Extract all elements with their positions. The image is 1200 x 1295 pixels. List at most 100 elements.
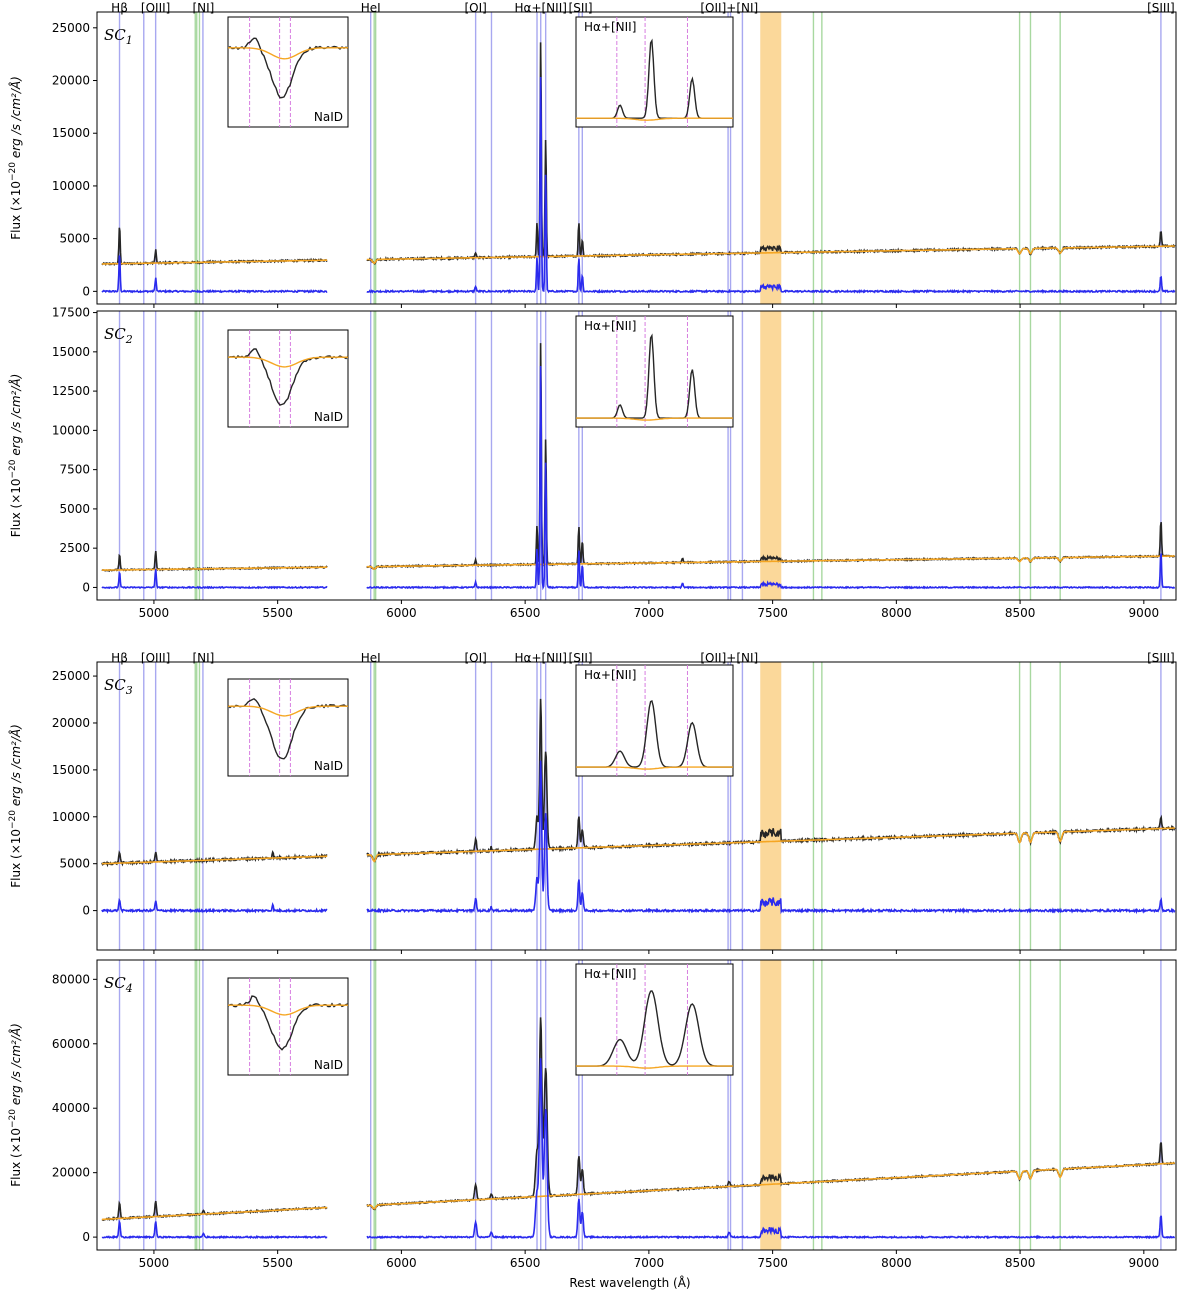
inset-halpha: Hα+[NII] — [575, 16, 734, 128]
residual-spectrum-1 — [366, 760, 1176, 915]
inset-halpha: Hα+[NII] — [575, 315, 734, 428]
inset-halpha-label: Hα+[NII] — [584, 319, 636, 333]
x-tick-label-4: 7000 — [634, 1256, 665, 1270]
inset-naid-model — [228, 1004, 348, 1016]
panel-label: SC2 — [104, 325, 133, 346]
y-tick-label-0: 0 — [82, 1230, 90, 1244]
panel-label: SC3 — [104, 676, 133, 697]
x-tick-label-5: 7500 — [757, 606, 788, 620]
y-tick-label-5: 12500 — [52, 384, 90, 398]
plot-frame — [96, 959, 1177, 1251]
inset-naid: NaID — [227, 678, 349, 777]
model-spectrum-1 — [366, 827, 1175, 863]
residual-spectrum-1 — [366, 365, 1176, 591]
y-axis-label-0: Flux (×10−20 erg /s /cm²/Å) — [8, 76, 23, 240]
masked-band — [760, 960, 782, 1250]
y-tick-label-6: 15000 — [52, 345, 90, 359]
masked-band — [760, 311, 782, 600]
residual-spectrum-1 — [366, 1058, 1176, 1240]
inset-naid: NaID — [227, 977, 349, 1076]
x-tick-label-7: 8500 — [1005, 606, 1036, 620]
model-spectrum-0 — [101, 855, 328, 865]
y-tick-label-2: 10000 — [52, 810, 90, 824]
residual-spectrum-0 — [101, 569, 328, 590]
inset-halpha-frame — [575, 963, 734, 1076]
y-tick-label-7: 17500 — [52, 306, 90, 320]
y-tick-label-3: 60000 — [52, 1037, 90, 1051]
y-tick-label-1: 5000 — [59, 232, 90, 246]
y-tick-label-5: 25000 — [52, 21, 90, 35]
line-label-0-7: [OII]+[NI] — [700, 1, 758, 15]
inset-naid-frame — [227, 16, 349, 128]
y-axis-label-1: Flux (×10−20 erg /s /cm²/Å) — [8, 374, 23, 538]
y-tick-label-2: 40000 — [52, 1101, 90, 1115]
masked-band — [760, 12, 782, 304]
y-tick-label-4: 10000 — [52, 423, 90, 437]
inset-halpha: Hα+[NII] — [575, 963, 734, 1076]
y-tick-label-3: 15000 — [52, 126, 90, 140]
model-spectrum-0 — [101, 259, 328, 265]
y-tick-label-2: 5000 — [59, 502, 90, 516]
plot-frame — [96, 661, 1177, 951]
y-tick-label-1: 20000 — [52, 1166, 90, 1180]
plot-frame — [96, 310, 1177, 601]
inset-halpha-label: Hα+[NII] — [584, 20, 636, 34]
inset-halpha-model — [576, 1065, 733, 1069]
y-axis-label-2: Flux (×10−20 erg /s /cm²/Å) — [8, 724, 23, 888]
y-tick-label-0: 0 — [82, 904, 90, 918]
y-tick-label-2: 10000 — [52, 179, 90, 193]
y-tick-label-4: 20000 — [52, 74, 90, 88]
panel-label: SC1 — [104, 26, 133, 47]
panel-4: 0 20000 40000 60000 80000 5000 5500 6000 6500 700… — [52, 959, 1177, 1270]
residual-spectrum-1 — [366, 76, 1176, 295]
model-spectrum-0 — [101, 566, 328, 571]
y-tick-label-5: 25000 — [52, 669, 90, 683]
inset-halpha: Hα+[NII] — [575, 664, 734, 777]
y-tick-label-3: 15000 — [52, 763, 90, 777]
model-spectrum-1 — [366, 555, 1175, 570]
inset-naid-model — [228, 47, 348, 60]
y-tick-label-1: 2500 — [59, 541, 90, 555]
y-tick-label-0: 0 — [82, 284, 90, 298]
inset-naid-frame — [227, 329, 349, 428]
residual-spectrum-0 — [101, 255, 328, 294]
line-label-1-7: [OII]+[NI] — [700, 651, 758, 665]
x-tick-label-7: 8500 — [1005, 1256, 1036, 1270]
inset-naid-observed — [227, 995, 349, 1051]
x-tick-label-6: 8000 — [881, 606, 912, 620]
inset-naid-model — [228, 705, 348, 717]
x-tick-label-5: 7500 — [757, 1256, 788, 1270]
x-tick-label-1: 5500 — [262, 1256, 293, 1270]
inset-naid-label: NaID — [314, 1058, 343, 1072]
y-tick-label-1: 5000 — [59, 857, 90, 871]
panel-2: 0 2500 5000 7500 10000 12500 15000 17500 5000 550… — [52, 306, 1177, 620]
line-label-1-6: [SII] — [569, 651, 593, 665]
inset-halpha-label: Hα+[NII] — [584, 967, 636, 981]
x-tick-label-8: 9000 — [1129, 1256, 1160, 1270]
x-axis-label: Rest wavelength (Å) — [569, 1275, 690, 1290]
inset-halpha-model — [576, 117, 733, 121]
line-label-0-6: [SII] — [569, 1, 593, 15]
x-tick-label-0: 5000 — [139, 606, 170, 620]
y-axis-label-3: Flux (×10−20 erg /s /cm²/Å) — [8, 1023, 23, 1187]
x-tick-label-8: 9000 — [1129, 606, 1160, 620]
inset-naid: NaID — [227, 16, 349, 128]
x-tick-label-2: 6000 — [386, 1256, 417, 1270]
y-tick-label-4: 20000 — [52, 716, 90, 730]
x-tick-label-4: 7000 — [634, 606, 665, 620]
x-tick-label-2: 6000 — [386, 606, 417, 620]
inset-halpha-model — [576, 766, 733, 770]
plot-frame — [96, 11, 1177, 305]
residual-spectrum-0 — [101, 1219, 328, 1240]
x-tick-label-1: 5500 — [262, 606, 293, 620]
inset-naid-label: NaID — [314, 410, 343, 424]
model-spectrum-1 — [366, 1162, 1175, 1210]
model-spectrum-0 — [101, 1206, 328, 1221]
inset-naid-label: NaID — [314, 759, 343, 773]
panel-label: SC4 — [104, 974, 133, 995]
y-tick-label-4: 80000 — [52, 972, 90, 986]
observed-spectrum-0 — [101, 227, 328, 267]
inset-naid-frame — [227, 678, 349, 777]
x-tick-label-0: 5000 — [139, 1256, 170, 1270]
